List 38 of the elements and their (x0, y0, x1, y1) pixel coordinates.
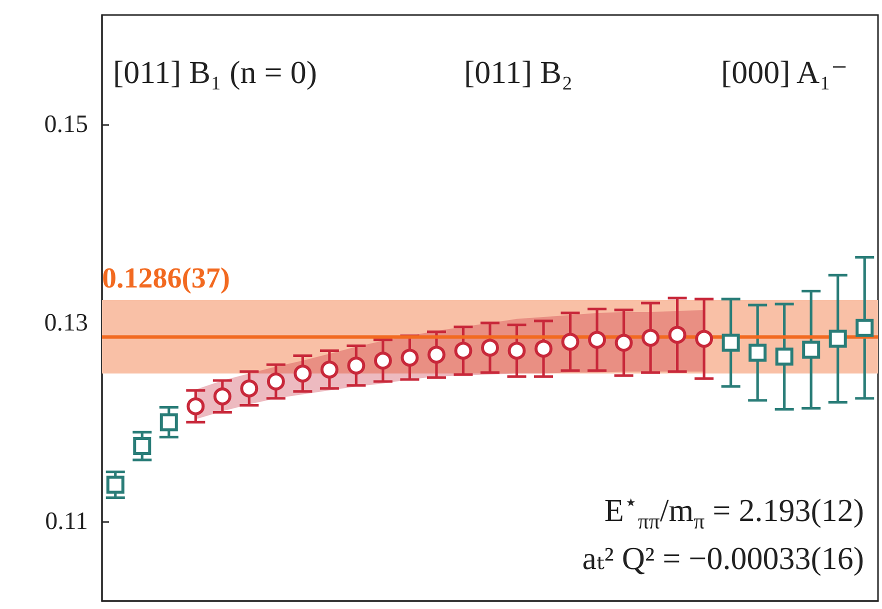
point (722, 334, 740, 352)
point (240, 379, 258, 398)
annotation: E$^{⋆}$$_{ππ}$/m$_{π}$ = 2.193(12) (604, 490, 864, 534)
point (213, 387, 232, 406)
annotation: aₜ² Q² = −0.00033(16) (582, 540, 864, 576)
point (481, 338, 499, 357)
point (160, 413, 178, 432)
point (856, 318, 874, 337)
point (828, 330, 847, 348)
y-tick-label: 0.13 (44, 309, 88, 336)
point (186, 397, 205, 416)
point (642, 328, 660, 347)
point (614, 334, 633, 352)
point (748, 344, 767, 362)
point (454, 342, 472, 360)
y-tick-label: 0.15 (44, 110, 88, 138)
point (534, 340, 553, 358)
point (588, 330, 606, 349)
annotation: [011] B₂ (464, 54, 573, 90)
point (133, 437, 152, 456)
point (266, 372, 285, 390)
point (802, 340, 820, 359)
point (561, 332, 580, 351)
point (775, 348, 794, 366)
point (106, 476, 124, 494)
point (400, 348, 419, 367)
point (668, 326, 686, 344)
point (347, 356, 366, 375)
ref-line-label: 0.1286(37) (102, 262, 230, 294)
point (695, 330, 714, 348)
point (320, 360, 338, 379)
annotation: [011] B₁ (n = 0) (113, 54, 317, 90)
annotation: [000] A₁⁻ (721, 54, 848, 90)
point (428, 346, 446, 364)
point (508, 342, 526, 360)
point (294, 364, 312, 383)
y-tick-label: 0.11 (45, 508, 88, 536)
point (374, 352, 392, 370)
